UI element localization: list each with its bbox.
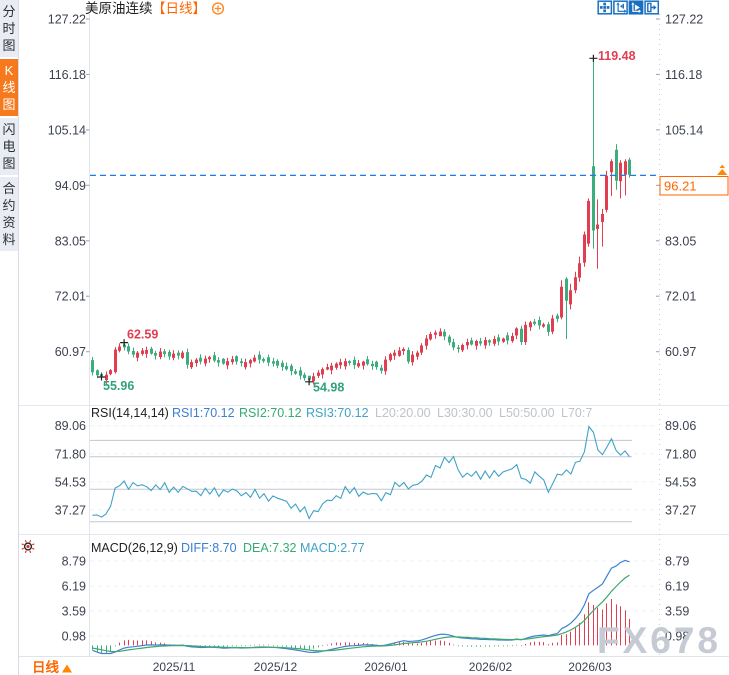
svg-text:6.19: 6.19 [62,580,86,594]
svg-text:37.27: 37.27 [665,504,696,518]
svg-text:L30:30.00: L30:30.00 [437,406,493,420]
svg-text:72.01: 72.01 [665,290,696,304]
svg-text:60.97: 60.97 [55,345,86,359]
svg-text:2025/11: 2025/11 [153,660,196,674]
svg-text:62.59: 62.59 [127,328,158,342]
svg-text:89.06: 89.06 [55,419,86,433]
svg-text:96.21: 96.21 [664,179,697,194]
svg-text:8.79: 8.79 [62,555,86,569]
svg-text:83.05: 83.05 [665,234,696,248]
svg-text:L50:50.00: L50:50.00 [499,406,555,420]
svg-text:RSI2:70.12: RSI2:70.12 [239,406,302,420]
svg-text:119.48: 119.48 [598,49,636,63]
svg-text:L70:7: L70:7 [561,406,592,420]
svg-text:DIFF:8.70: DIFF:8.70 [181,541,237,555]
svg-text:RSI1:70.12: RSI1:70.12 [172,406,235,420]
svg-text:0.98: 0.98 [665,630,689,644]
svg-text:RSI3:70.12: RSI3:70.12 [306,406,369,420]
svg-text:2026/03: 2026/03 [568,660,612,674]
svg-text:3.59: 3.59 [62,605,86,619]
svg-text:FX678: FX678 [597,620,721,661]
svg-text:105.14: 105.14 [48,123,86,137]
svg-text:71.80: 71.80 [55,447,86,461]
svg-text:127.22: 127.22 [665,13,703,27]
svg-text:3.59: 3.59 [665,605,689,619]
svg-text:116.18: 116.18 [665,68,702,82]
svg-text:【日线】: 【日线】 [152,1,206,16]
svg-text:94.09: 94.09 [55,179,86,193]
svg-text:2026/02: 2026/02 [469,660,513,674]
svg-text:日线: 日线 [32,659,59,675]
svg-text:8.79: 8.79 [665,555,689,569]
svg-text:116.18: 116.18 [49,68,86,82]
svg-text:83.05: 83.05 [55,234,86,248]
svg-text:54.98: 54.98 [313,381,344,395]
svg-text:55.96: 55.96 [103,379,134,393]
svg-text:DEA:7.32: DEA:7.32 [243,541,297,555]
svg-text:54.53: 54.53 [55,475,86,489]
svg-text:RSI(14,14,14): RSI(14,14,14) [91,406,169,420]
svg-text:71.80: 71.80 [665,447,696,461]
svg-text:60.97: 60.97 [665,345,696,359]
svg-text:0.98: 0.98 [62,630,86,644]
svg-text:37.27: 37.27 [55,504,86,518]
svg-text:2025/12: 2025/12 [254,660,298,674]
svg-text:2026/01: 2026/01 [364,660,408,674]
svg-text:美原油连续: 美原油连续 [85,1,153,16]
svg-text:6.19: 6.19 [665,580,689,594]
svg-text:89.06: 89.06 [665,419,696,433]
svg-text:MACD(26,12,9): MACD(26,12,9) [91,541,178,555]
svg-text:54.53: 54.53 [665,475,696,489]
svg-text:127.22: 127.22 [48,13,86,27]
svg-text:MACD:2.77: MACD:2.77 [300,541,365,555]
svg-text:105.14: 105.14 [665,123,703,137]
svg-text:L20:20.00: L20:20.00 [375,406,431,420]
svg-text:72.01: 72.01 [55,290,86,304]
